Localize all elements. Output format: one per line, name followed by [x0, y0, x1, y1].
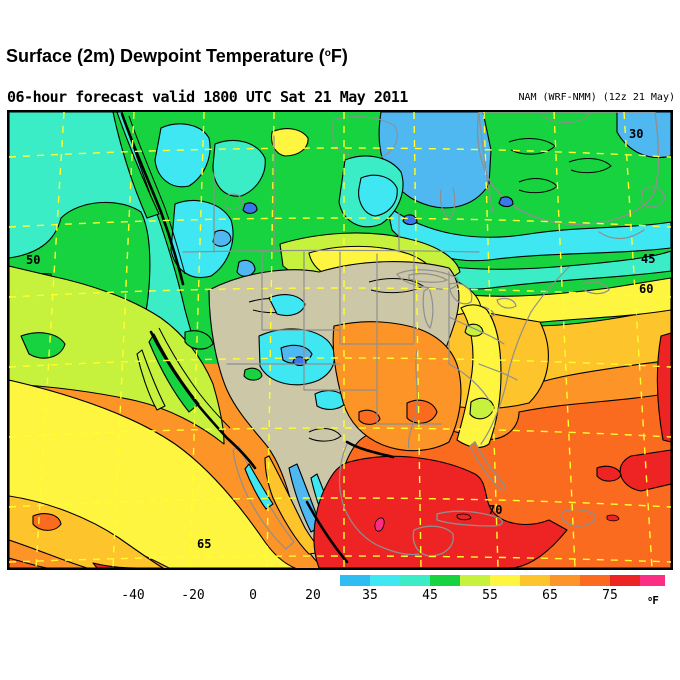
newfoundland — [640, 186, 666, 208]
gulf-red-region — [313, 332, 671, 568]
colorbar-segment — [610, 575, 640, 586]
nw-of-bay-dry-patch — [332, 116, 398, 160]
colorbar-tick: 45 — [422, 588, 438, 603]
colorbar-segment — [550, 575, 580, 586]
colorbar-segment — [370, 575, 400, 586]
pink-hot-sliver — [374, 517, 385, 532]
contour-label-60: 60 — [639, 282, 653, 296]
dewpoint-map-svg: 50 30 45 60 65 70 — [9, 112, 671, 568]
pacific-ocean-region — [9, 112, 296, 568]
northwest-interior-patches — [154, 123, 404, 278]
contour-label-45: 45 — [641, 252, 655, 266]
central-valley-sliver — [136, 349, 166, 411]
hispaniola — [560, 508, 596, 527]
colorbar-tick: 35 — [362, 588, 378, 603]
page-title: Surface (2m) Dewpoint Temperature (oF) — [6, 46, 348, 66]
colorbar-segment — [430, 575, 460, 586]
colorbar-tick: 0 — [249, 588, 257, 603]
contour-label-30: 30 — [629, 127, 643, 141]
baffin-fragment — [539, 112, 591, 123]
contour-label-65: 65 — [197, 537, 211, 551]
colorbar-segment — [340, 575, 370, 586]
colorbar-tick: -40 — [121, 588, 145, 603]
forecast-valid-text: 06-hour forecast valid 1800 UTC Sat 21 M… — [7, 88, 408, 106]
chartreuse-green-pocket-a — [20, 332, 66, 359]
chartreuse-green-pocket-b — [184, 330, 214, 350]
colorbar-segment — [490, 575, 520, 586]
sw-dark-orange-spot — [32, 513, 62, 531]
colorbar-tick: 75 — [602, 588, 618, 603]
colorbar-tick: 55 — [482, 588, 498, 603]
colorbar-segment — [400, 575, 430, 586]
colorbar-tick: 20 — [305, 588, 321, 603]
bottom-left-red-sliver — [92, 562, 138, 568]
contour-label-50: 50 — [26, 253, 40, 267]
colorbar-segments — [340, 575, 665, 586]
colorbar-segment — [460, 575, 490, 586]
colorbar-tick: -20 — [181, 588, 205, 603]
colorbar-segment — [520, 575, 550, 586]
puerto-rico — [606, 514, 620, 522]
degree-symbol: o — [324, 48, 331, 59]
cuba — [436, 510, 504, 527]
florida-peninsula — [469, 440, 507, 491]
graticule — [9, 112, 671, 568]
model-run-text: NAM (WRF-NMM) (12z 21 May) — [518, 92, 675, 103]
caribbean-islands — [412, 508, 620, 557]
plains-orange-region — [332, 321, 462, 452]
state-borders — [182, 113, 645, 556]
contour-label-70: 70 — [488, 503, 502, 517]
colorbar-segment — [640, 575, 665, 586]
yucatan — [412, 525, 454, 557]
colorbar-tick: 65 — [542, 588, 558, 603]
colorbar-segment — [580, 575, 610, 586]
colorbar-unit: oF — [648, 594, 659, 607]
southeast-coastal-band — [456, 304, 502, 449]
contour-labels: 50 30 45 60 65 70 — [26, 127, 655, 551]
dewpoint-map: 50 30 45 60 65 70 — [7, 110, 673, 570]
